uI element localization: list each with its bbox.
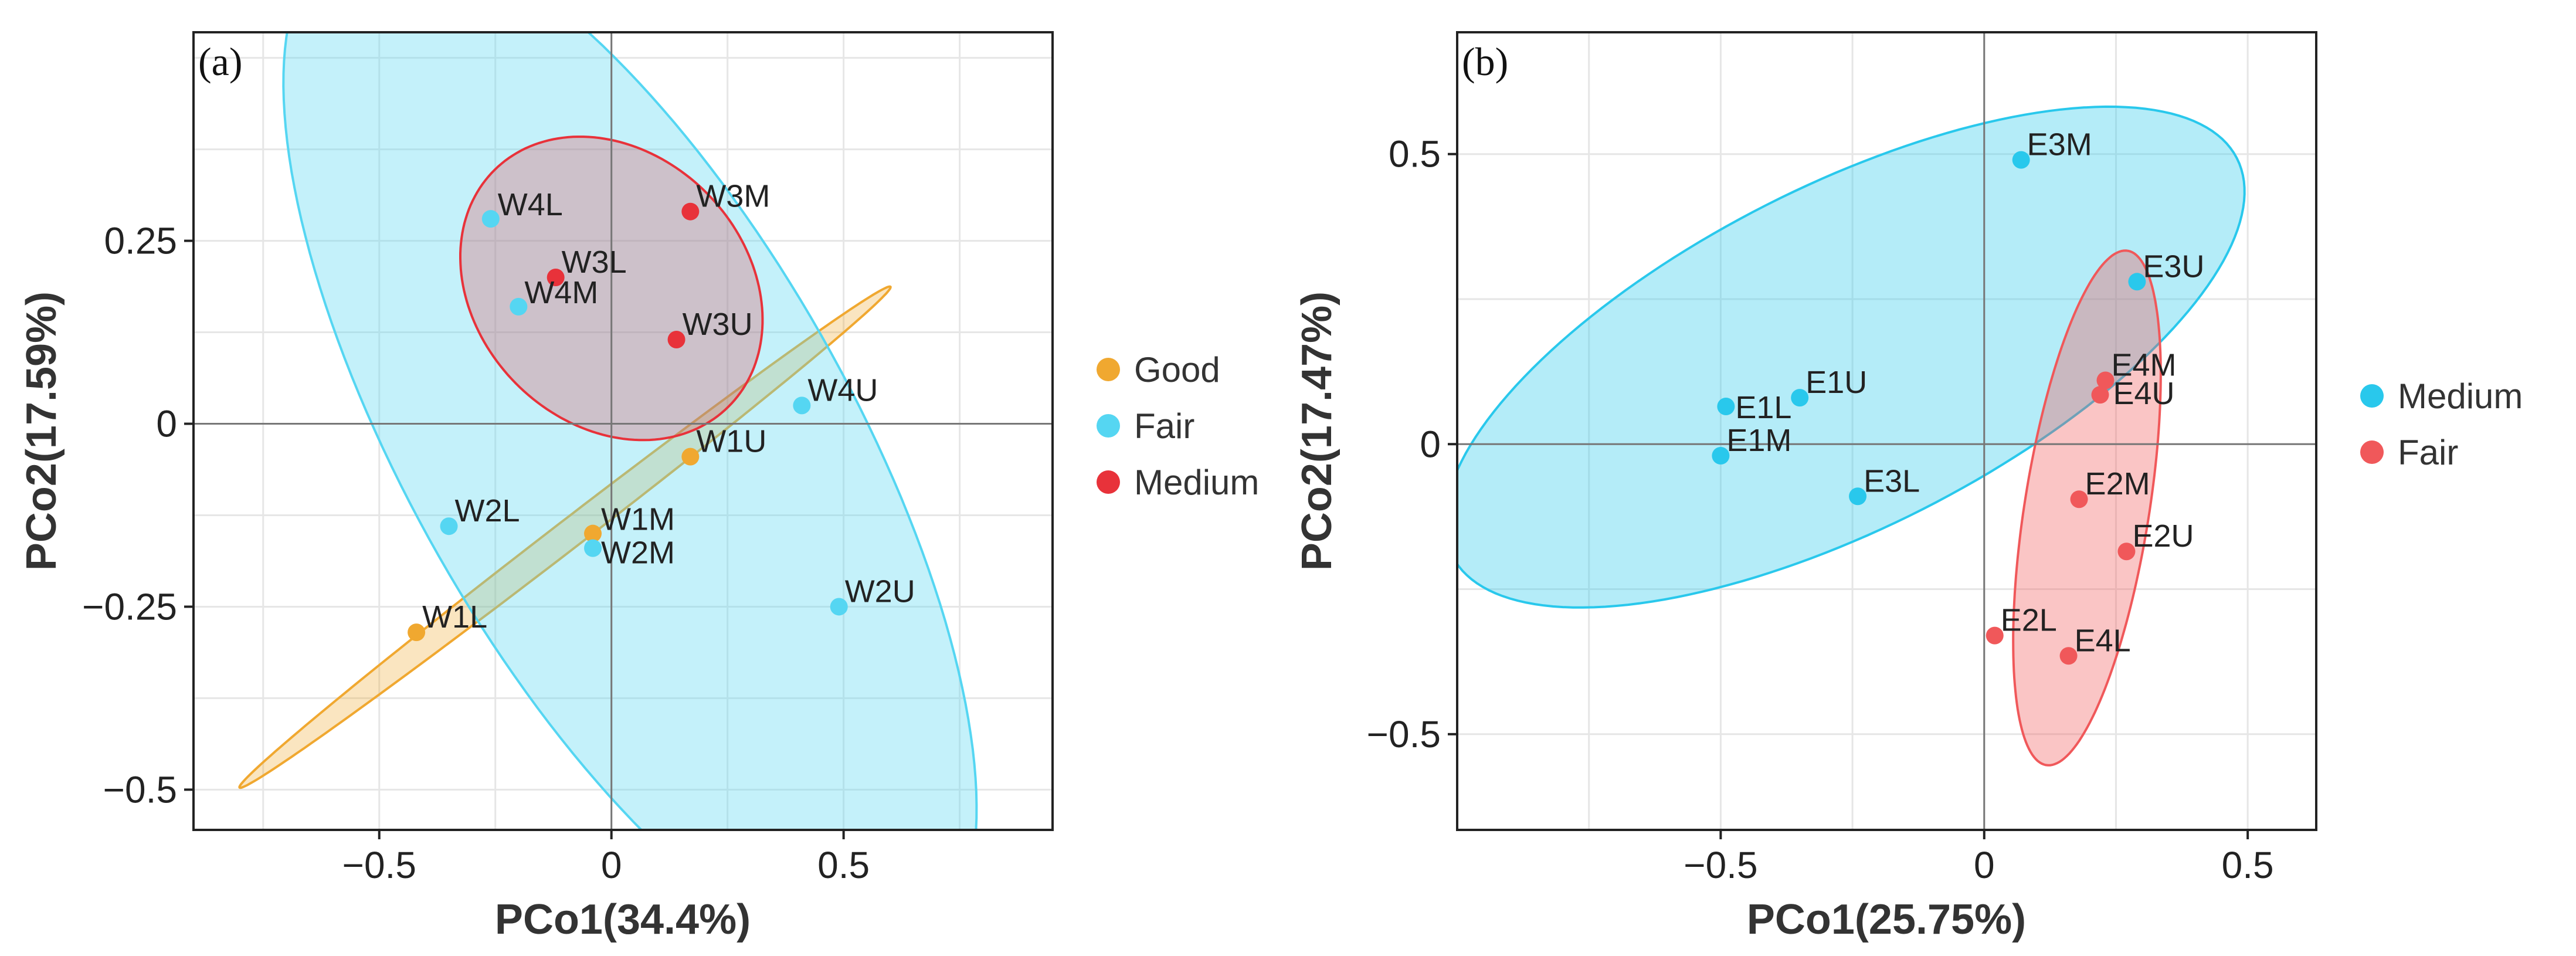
panel-a-y-tick-label: −0.25 [82,585,177,628]
panel-a-y-tick-label: 0 [156,403,177,445]
point-label-e2u: E2U [2132,518,2194,554]
point-label-e3l: E3L [1864,463,1920,499]
point-w1u [681,448,700,466]
point-label-e4m: E4M [2111,347,2176,382]
panel-b-ellipse-fair [2012,249,2162,767]
panel-b-tag: (b) [1462,39,1508,84]
panel-a-legend-swatch-medium [1097,470,1120,494]
point-label-w2l: W2L [455,493,520,528]
panel-b-x-axis-title: PCo1(25.75%) [1747,896,2026,943]
panel-a-zero-lines [194,32,1053,830]
panel-b-legend: Medium Fair [2360,377,2523,472]
point-label-e1l: E1L [1735,390,1791,425]
point-label-w2m: W2M [601,535,675,571]
panel-b-x-tick-label: 0.5 [2222,844,2274,886]
panel-b-y-tick-label: 0 [1420,423,1441,465]
panel-b-y-tick-label: 0.5 [1389,133,1441,175]
panel-b-legend-swatch-fair [2360,440,2384,464]
panel-a-x-axis-title: PCo1(34.4%) [495,896,751,943]
panel-a-frame [192,31,1054,831]
point-label-e3u: E3U [2143,249,2204,284]
point-label-w3l: W3L [562,245,627,280]
panel-b-legend-label-medium: Medium [2398,377,2523,416]
point-label-w2u: W2U [845,574,915,609]
point-e2l [1986,626,2004,645]
point-label-w1u: W1U [696,424,766,459]
point-label-e4l: E4L [2075,623,2131,658]
panel-b-y-axis-title: PCo2(17.47%) [1294,291,1340,571]
point-e2m [2070,490,2088,508]
panel-b-frame [1456,31,2317,831]
panel-a-x-tick-label: −0.5 [342,844,416,886]
panel-a-legend-label-fair: Fair [1134,406,1194,446]
point-label-w4m: W4M [524,275,598,310]
point-label-w4u: W4U [807,372,878,408]
point-label-w1l: W1L [422,599,487,635]
panel-b-legend-swatch-medium [2360,384,2384,408]
point-e2u [2117,543,2136,561]
panel-a-legend: Good Fair Medium [1097,350,1259,502]
point-label-e2l: E2L [2001,603,2057,638]
point-label-e4u: E4U [2113,376,2175,411]
point-label-w3u: W3U [683,307,753,342]
panel-a-tag: (a) [198,39,242,84]
point-label-w4l: W4L [498,187,563,222]
panel-a-legend-swatch-good [1097,358,1120,381]
point-e1l [1717,397,1735,415]
panel-b-legend-label-fair: Fair [2398,433,2458,472]
point-label-e3m: E3M [2027,127,2092,162]
panel-a-y-tick-label: −0.5 [103,768,177,811]
panel-a-y-tick-label: 0.25 [104,220,177,262]
point-label-e1m: E1M [1726,423,1791,458]
point-w1l [408,623,426,642]
point-w2l [440,517,458,535]
point-w3u [667,331,685,349]
point-e4u [2091,386,2109,404]
panel-a-x-tick-label: 0.5 [817,844,870,886]
panel-a-ticks: −0.5 0 0.5 −0.5 −0.25 0 0.25 [82,220,870,886]
panel-b-zero-lines [1457,32,2316,830]
point-e4m [2096,371,2115,389]
point-e3l [1849,487,1867,506]
point-e1u [1791,389,1809,407]
panel-b-y-tick-label: −0.5 [1367,713,1441,755]
point-w3m [681,202,700,221]
panel-a-x-tick-label: 0 [601,844,622,886]
point-w4u [793,396,811,415]
panel-b-ticks: −0.5 0 0.5 −0.5 0 0.5 [1367,133,2274,886]
point-w2m [584,539,602,557]
panel-a-legend-label-medium: Medium [1134,463,1259,502]
point-w1m [584,524,602,543]
point-w4l [481,210,500,228]
point-e1m [1712,447,1730,465]
panel-a-y-axis-title: PCo2(17.59%) [18,291,65,571]
panel-a-legend-swatch-fair [1097,414,1120,438]
point-label-e2m: E2M [2085,466,2150,501]
point-e3u [2128,273,2146,291]
point-label-w1m: W1M [601,502,675,537]
point-e4l [2059,647,2078,665]
point-w3l [547,268,565,286]
panel-a-ellipse-fair [282,32,978,830]
point-w4m [510,297,528,316]
point-label-w3m: W3M [696,179,770,214]
panel-b-x-tick-label: −0.5 [1684,844,1757,886]
point-e3m [2012,151,2030,169]
point-w2u [830,598,848,616]
panel-a-legend-label-good: Good [1134,350,1220,389]
point-label-e1u: E1U [1805,365,1867,400]
panel-b-x-tick-label: 0 [1974,844,1995,886]
